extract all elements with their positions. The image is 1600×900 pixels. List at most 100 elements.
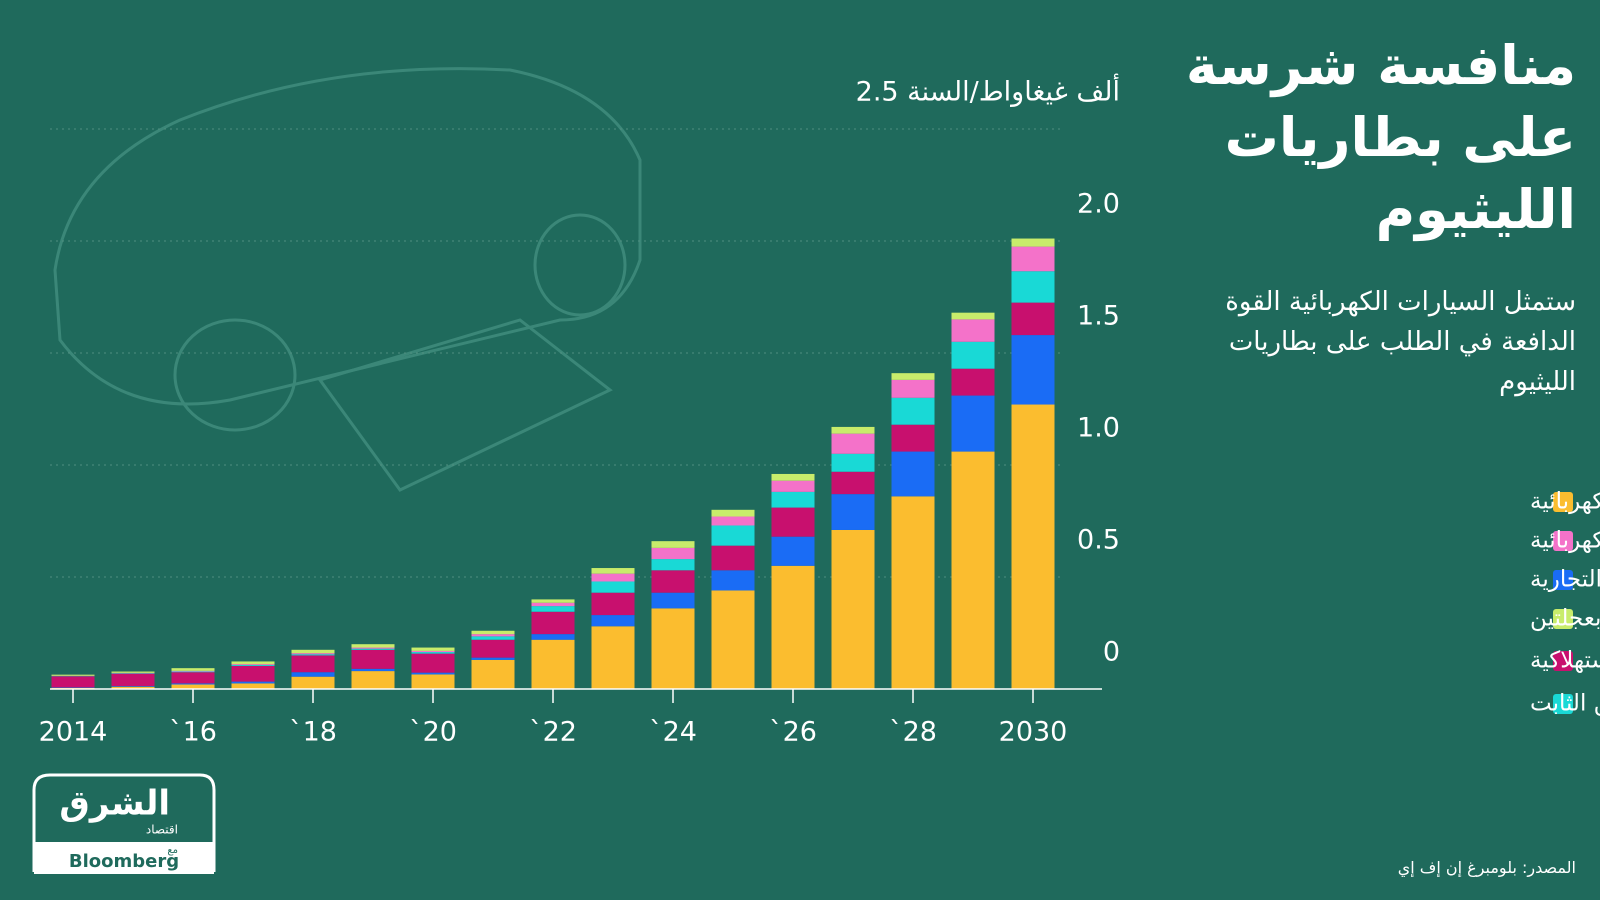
car-illustration bbox=[53, 67, 642, 492]
legend-swatch bbox=[1553, 651, 1573, 671]
x-tick-label: `20 bbox=[409, 717, 457, 748]
bar-segment bbox=[891, 379, 935, 398]
bar-segment bbox=[51, 676, 95, 688]
bar-segment bbox=[771, 507, 815, 537]
bar-segment bbox=[231, 664, 275, 666]
bar-segment bbox=[1011, 404, 1055, 689]
bar-segment bbox=[951, 341, 995, 369]
bar-segment bbox=[1011, 238, 1055, 247]
logo-name: الشرق bbox=[59, 784, 170, 824]
bar-segment bbox=[711, 590, 755, 689]
bar-segment bbox=[771, 480, 815, 492]
bar-segment bbox=[291, 655, 335, 673]
bar-segment bbox=[231, 665, 275, 666]
y-tick-label: 1.0 bbox=[1077, 413, 1120, 444]
x-tick-label: `22 bbox=[529, 717, 577, 748]
bar-segment bbox=[891, 397, 935, 425]
bar-segment bbox=[831, 529, 875, 689]
bar-segment bbox=[771, 565, 815, 689]
bar-segment bbox=[231, 683, 275, 689]
bar-segment bbox=[351, 648, 395, 650]
bar-segment bbox=[831, 471, 875, 495]
bar-segment bbox=[291, 676, 335, 689]
bar-segment bbox=[351, 671, 395, 689]
bar-segment bbox=[591, 581, 635, 593]
bar-segment bbox=[951, 312, 995, 320]
bar-segment bbox=[291, 654, 335, 656]
bar-segment bbox=[411, 650, 455, 653]
logo: الشرق اقتصاد مع Bloomberg bbox=[32, 773, 216, 874]
x-tick-label: `18 bbox=[289, 717, 337, 748]
bar-segment bbox=[171, 671, 215, 673]
bar-segment bbox=[591, 592, 635, 616]
bar-segment bbox=[111, 673, 155, 687]
bar-segment bbox=[171, 683, 215, 685]
bar-segment bbox=[891, 451, 935, 497]
bar-segment bbox=[351, 644, 395, 648]
bar-segment bbox=[831, 426, 875, 434]
y-tick-label: 0 bbox=[1103, 637, 1120, 668]
logo-with: مع bbox=[167, 845, 178, 856]
logo-partner: Bloomberg bbox=[69, 851, 179, 872]
bar-segment bbox=[411, 672, 455, 675]
bar-segment bbox=[831, 433, 875, 454]
bar-segment bbox=[771, 536, 815, 566]
bar-segment bbox=[951, 368, 995, 396]
legend-swatch bbox=[1553, 609, 1573, 629]
bar-segment bbox=[771, 473, 815, 481]
bar-segment bbox=[171, 670, 215, 672]
logo-sub: اقتصاد bbox=[146, 823, 178, 837]
bar-segment bbox=[1011, 302, 1055, 336]
y-tick-label: 2.5 ألف غيغاواط/السنة bbox=[856, 73, 1120, 108]
bar-segment bbox=[651, 570, 695, 593]
bar-segment bbox=[651, 592, 695, 609]
bar-segment bbox=[831, 494, 875, 530]
legend-label: سيارات الركاب الكهربائية bbox=[1530, 489, 1600, 515]
bar-segment bbox=[531, 606, 575, 612]
bar-segment bbox=[891, 496, 935, 689]
chart-title: منافسة شرسة على بطاريات الليثيوم bbox=[1185, 34, 1576, 241]
legend-label: المركبات الكهربائية بعجلتين bbox=[1530, 606, 1600, 632]
bar-segment bbox=[711, 525, 755, 546]
bar-segment bbox=[711, 570, 755, 591]
bar-segment bbox=[51, 674, 95, 676]
x-tick-label: `28 bbox=[889, 717, 937, 748]
bar-segment bbox=[471, 657, 515, 660]
bar-segment bbox=[531, 611, 575, 635]
bar-segment bbox=[831, 453, 875, 472]
bar-segment bbox=[231, 681, 275, 684]
legend-label: الإلكترونيات الاستهلاكية bbox=[1530, 648, 1600, 674]
bar-segment bbox=[951, 451, 995, 689]
bar-segment bbox=[351, 647, 395, 649]
bar-segment bbox=[291, 672, 335, 677]
bar-segment bbox=[351, 649, 395, 669]
bar-segment bbox=[651, 547, 695, 560]
bar-segment bbox=[711, 545, 755, 571]
bar-segment bbox=[411, 647, 455, 651]
bar-segment bbox=[171, 668, 215, 671]
bar-segment bbox=[951, 395, 995, 452]
bar-segment bbox=[231, 665, 275, 682]
x-tick-label: 2030 bbox=[999, 717, 1068, 748]
bar-segment bbox=[471, 634, 515, 637]
bar-segment bbox=[411, 674, 455, 689]
bar-segment bbox=[711, 509, 755, 517]
bar-segment bbox=[651, 608, 695, 689]
bar-segment bbox=[531, 639, 575, 689]
bar-segment bbox=[711, 516, 755, 526]
bar-segment bbox=[651, 541, 695, 548]
bar-segment bbox=[591, 626, 635, 689]
x-tick-label: `24 bbox=[649, 717, 697, 748]
x-tick-label: `26 bbox=[769, 717, 817, 748]
bar-segment bbox=[591, 615, 635, 627]
bar-segment bbox=[171, 684, 215, 689]
bar-segment bbox=[951, 319, 995, 342]
chart-subtitle: ستمثل السيارات الكهربائية القوة الدافعة … bbox=[1225, 287, 1576, 397]
bar-segment bbox=[171, 672, 215, 684]
bar-segment bbox=[591, 573, 635, 582]
bar-segment bbox=[111, 686, 155, 687]
bar-segment bbox=[1011, 246, 1055, 272]
legend-swatch bbox=[1553, 531, 1573, 551]
x-tick-label: 2014 bbox=[39, 717, 108, 748]
